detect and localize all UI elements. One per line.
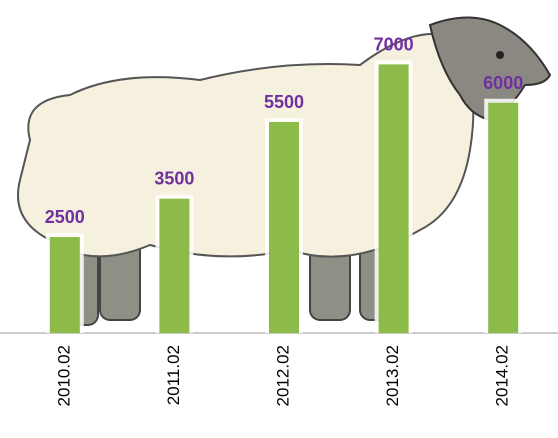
value-label: 7000 [374, 34, 414, 54]
value-label: 6000 [483, 73, 523, 93]
x-tick-label: 2014.02 [493, 345, 512, 406]
x-tick-label: 2013.02 [383, 345, 402, 406]
value-label: 5500 [264, 92, 304, 112]
bar [49, 237, 80, 333]
value-label: 3500 [154, 169, 194, 189]
value-label: 2500 [45, 207, 85, 227]
bar [269, 121, 299, 333]
sheep-illustration [17, 16, 552, 326]
x-tick-label: 2011.02 [164, 345, 183, 405]
bar [378, 64, 409, 333]
bar [159, 198, 190, 333]
x-tick-label: 2012.02 [273, 345, 292, 406]
bar [488, 102, 519, 333]
x-tick-label: 2010.02 [54, 345, 73, 406]
